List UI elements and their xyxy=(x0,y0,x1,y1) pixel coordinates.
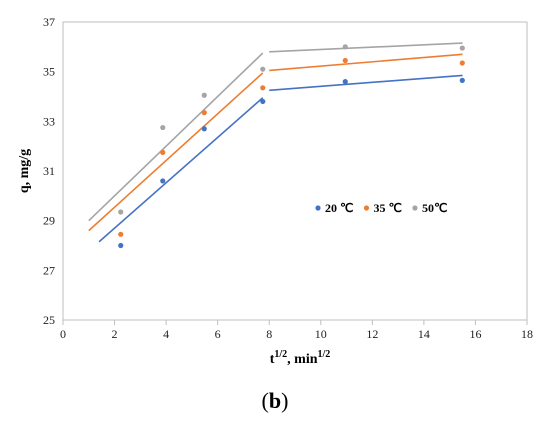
fit-line-series-3 xyxy=(88,52,264,222)
y-tick-label: 25 xyxy=(43,313,55,327)
y-tick-label: 27 xyxy=(43,263,55,277)
data-point-series-3 xyxy=(342,44,348,50)
data-point-series-3 xyxy=(260,66,266,72)
y-tick-label: 31 xyxy=(43,164,55,178)
fit-line-series-3 xyxy=(269,42,463,53)
data-point-series-1 xyxy=(459,77,465,83)
legend-marker xyxy=(363,205,370,211)
legend: 20 ℃ 35 ℃ 50℃ xyxy=(315,201,447,215)
x-tick-label: 14 xyxy=(418,327,430,341)
data-point-series-1 xyxy=(201,126,207,132)
plot-area xyxy=(62,21,528,321)
data-point-series-2 xyxy=(201,110,207,116)
legend-marker xyxy=(412,205,418,211)
data-point-series-2 xyxy=(260,85,266,91)
data-point-series-2 xyxy=(459,60,465,66)
x-axis-title-sup2: 1/2 xyxy=(318,349,331,360)
legend-marker xyxy=(315,205,321,211)
x-tick-label: 0 xyxy=(60,327,66,341)
legend-label: 20 ℃ xyxy=(325,201,353,215)
data-point-series-2 xyxy=(160,149,166,155)
data-point-series-2 xyxy=(342,57,348,64)
data-point-series-3 xyxy=(201,92,207,98)
y-tick-label: 33 xyxy=(43,114,55,128)
y-tick-label: 37 xyxy=(43,15,55,29)
data-point-series-1 xyxy=(342,79,348,85)
x-tick-label: 10 xyxy=(315,327,327,341)
y-tick-label: 29 xyxy=(43,214,55,228)
data-point-series-1 xyxy=(118,242,124,249)
data-point-series-2 xyxy=(118,231,124,237)
x-tick-label: 16 xyxy=(469,327,481,341)
caption-close: ) xyxy=(281,388,289,413)
data-point-series-3 xyxy=(160,124,166,131)
figure-caption: (b) xyxy=(0,388,550,414)
y-axis-ticks: 25 27 29 31 33 35 37 xyxy=(43,15,55,327)
x-tick-label: 12 xyxy=(366,327,378,341)
fit-line-series-1 xyxy=(269,74,463,92)
x-tick-label: 2 xyxy=(112,327,118,341)
y-tick-label: 35 xyxy=(43,65,55,79)
x-tick-label: 18 xyxy=(521,327,533,341)
data-point-series-1 xyxy=(260,98,266,105)
x-tick-label: 8 xyxy=(266,327,272,341)
x-axis-title-sup1: 1/2 xyxy=(274,349,287,360)
x-axis-title: t1/2, min1/2 xyxy=(270,349,331,367)
fit-line-series-2 xyxy=(269,53,463,72)
caption-letter: b xyxy=(268,388,282,413)
x-tick-label: 4 xyxy=(163,327,169,341)
y-axis-title: q, mg/g xyxy=(17,149,32,193)
fit-line-series-2 xyxy=(88,72,264,232)
fit-lines xyxy=(88,42,463,243)
legend-label: 35 ℃ xyxy=(373,201,401,215)
data-point-series-3 xyxy=(459,45,465,51)
legend-label: 50℃ xyxy=(422,201,447,215)
x-tick-label: 6 xyxy=(215,327,221,341)
fit-line-series-1 xyxy=(98,97,264,243)
data-points xyxy=(118,44,465,249)
data-point-series-3 xyxy=(118,209,124,215)
caption-open: ( xyxy=(261,388,269,413)
x-axis-title-unit: , min xyxy=(287,352,318,367)
x-axis-ticks: 0 2 4 6 8 10 12 14 16 18 xyxy=(60,320,533,341)
data-point-series-1 xyxy=(160,178,166,184)
x-axis-title-var: t xyxy=(270,352,275,367)
